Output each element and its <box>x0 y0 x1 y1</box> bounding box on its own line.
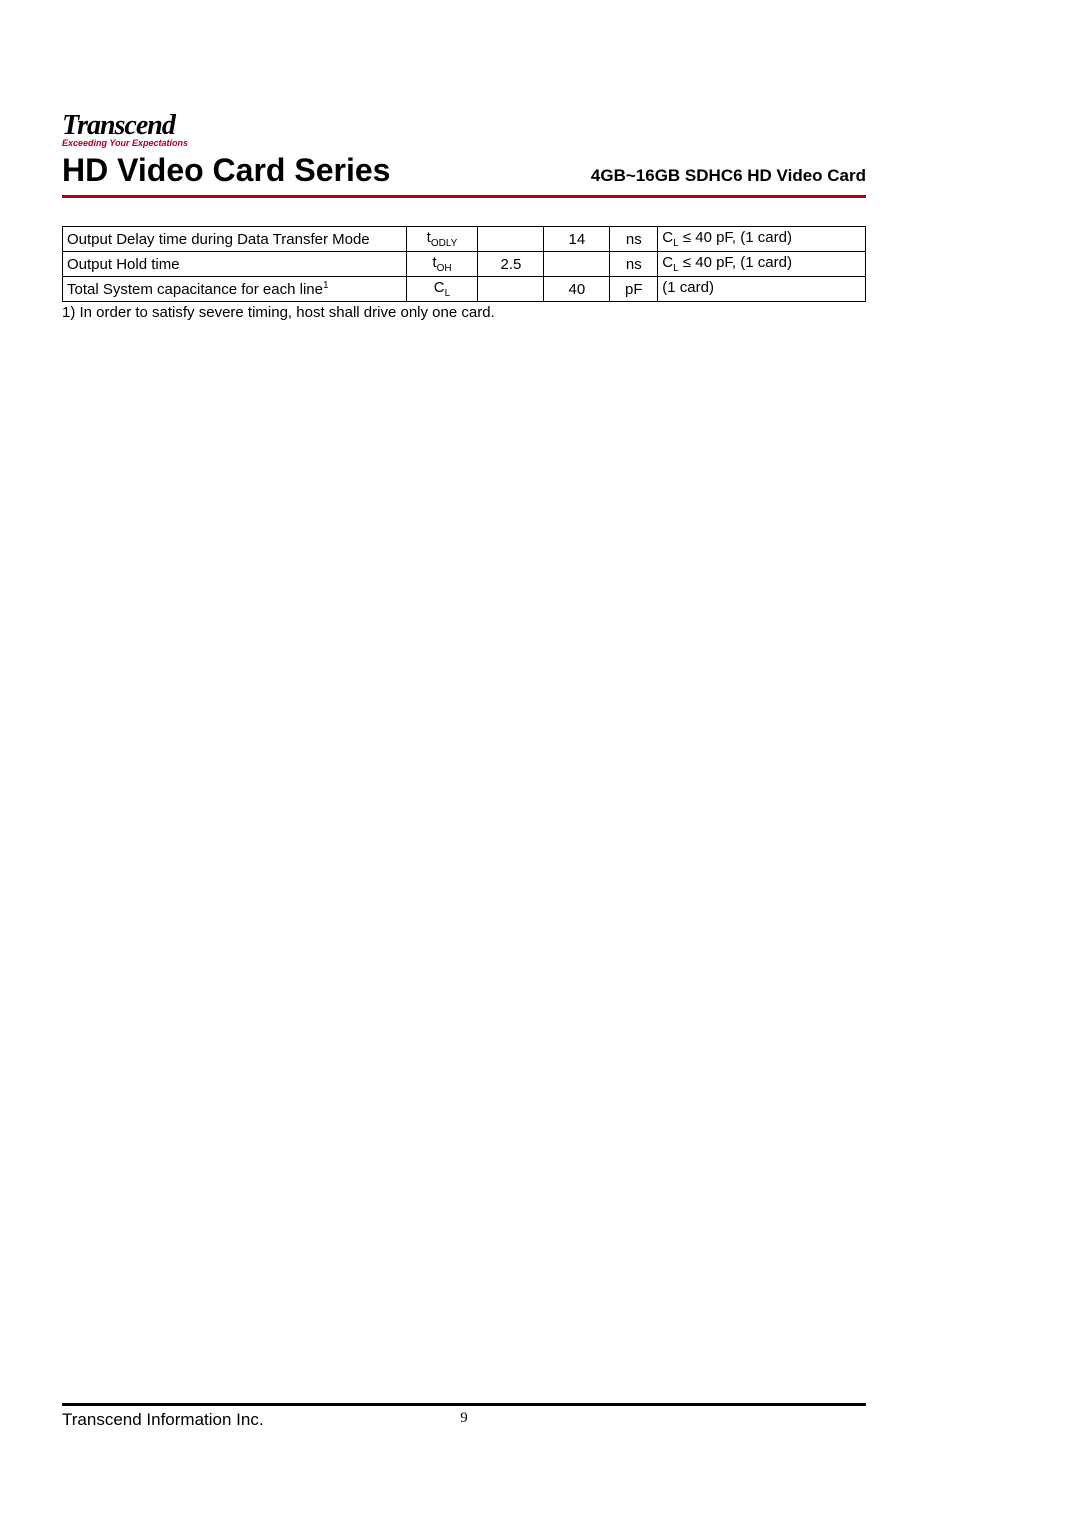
logo-tagline: Exceeding Your Expectations <box>62 138 866 148</box>
footer-page-number: 9 <box>460 1410 468 1427</box>
param-text: Output Hold time <box>67 256 180 273</box>
remark-post: (1 card) <box>662 279 714 296</box>
max-cell: 14 <box>544 227 610 252</box>
table-row: Total System capacitance for each line1 … <box>63 277 866 302</box>
unit-cell: ns <box>610 252 658 277</box>
page-content: Transcend Exceeding Your Expectations HD… <box>62 110 866 321</box>
remark-pre: C <box>662 229 673 246</box>
param-sup: 1 <box>323 280 329 291</box>
min-cell <box>478 277 544 302</box>
page-subtitle: 4GB~16GB SDHC6 HD Video Card <box>591 166 866 186</box>
symbol-cell: tOH <box>406 252 478 277</box>
remark-post: ≤ 40 pF, (1 card) <box>679 229 792 246</box>
footnote: 1) In order to satisfy severe timing, ho… <box>62 304 866 321</box>
remark-cell: CL ≤ 40 pF, (1 card) <box>658 252 866 277</box>
table-row: Output Delay time during Data Transfer M… <box>63 227 866 252</box>
page-title: HD Video Card Series <box>62 152 390 189</box>
param-cell: Output Hold time <box>63 252 407 277</box>
param-text: Total System capacitance for each line <box>67 281 323 298</box>
unit-cell: pF <box>610 277 658 302</box>
footer-company: Transcend Information Inc. <box>62 1410 264 1430</box>
max-cell: 40 <box>544 277 610 302</box>
param-cell: Output Delay time during Data Transfer M… <box>63 227 407 252</box>
symbol-cell: tODLY <box>406 227 478 252</box>
min-cell <box>478 227 544 252</box>
logo: Transcend Exceeding Your Expectations <box>62 110 866 148</box>
spec-table: Output Delay time during Data Transfer M… <box>62 226 866 302</box>
remark-cell: CL ≤ 40 pF, (1 card) <box>658 227 866 252</box>
symbol-cell: CL <box>406 277 478 302</box>
symbol-sub: ODLY <box>431 238 458 249</box>
remark-post: ≤ 40 pF, (1 card) <box>679 254 792 271</box>
param-cell: Total System capacitance for each line1 <box>63 277 407 302</box>
header-row: HD Video Card Series 4GB~16GB SDHC6 HD V… <box>62 152 866 198</box>
table-row: Output Hold time tOH 2.5 ns CL ≤ 40 pF, … <box>63 252 866 277</box>
param-text: Output Delay time during Data Transfer M… <box>67 231 370 248</box>
symbol-main: C <box>434 279 445 296</box>
min-cell: 2.5 <box>478 252 544 277</box>
symbol-sub: OH <box>437 263 452 274</box>
max-cell <box>544 252 610 277</box>
page-footer: Transcend Information Inc. 9 <box>62 1397 866 1430</box>
remark-pre: C <box>662 254 673 271</box>
unit-cell: ns <box>610 227 658 252</box>
remark-cell: (1 card) <box>658 277 866 302</box>
symbol-sub: L <box>445 288 451 299</box>
